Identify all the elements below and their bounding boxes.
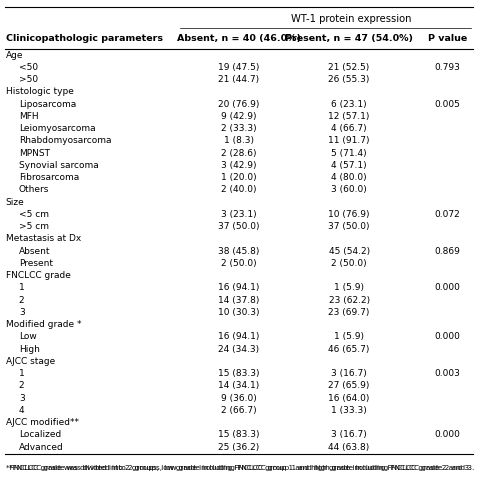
Text: Advanced: Advanced <box>19 443 64 452</box>
Text: 14 (34.1): 14 (34.1) <box>218 381 260 390</box>
Text: 38 (45.8): 38 (45.8) <box>218 247 260 256</box>
Text: FNCLCC grade: FNCLCC grade <box>6 271 71 280</box>
Text: 21 (52.5): 21 (52.5) <box>328 63 369 72</box>
Text: 2 (33.3): 2 (33.3) <box>221 124 257 133</box>
Text: 3 (16.7): 3 (16.7) <box>331 369 367 378</box>
Text: 2 (40.0): 2 (40.0) <box>221 185 257 195</box>
Text: 15 (83.3): 15 (83.3) <box>218 369 260 378</box>
Text: Liposarcoma: Liposarcoma <box>19 100 76 109</box>
Text: 0.000: 0.000 <box>435 284 460 292</box>
Text: 10 (76.9): 10 (76.9) <box>328 210 370 219</box>
Text: 23 (62.2): 23 (62.2) <box>328 296 369 305</box>
Text: Low: Low <box>19 332 37 341</box>
Text: Present: Present <box>19 259 53 268</box>
Text: 3: 3 <box>19 394 24 403</box>
Text: Metastasis at Dx: Metastasis at Dx <box>6 235 81 244</box>
Text: 1 (33.3): 1 (33.3) <box>331 406 367 415</box>
Text: 10 (30.3): 10 (30.3) <box>218 308 260 317</box>
Text: Clinicopathologic parameters: Clinicopathologic parameters <box>6 34 163 43</box>
Text: 3 (42.9): 3 (42.9) <box>221 161 257 170</box>
Text: 11 (91.7): 11 (91.7) <box>328 136 370 146</box>
Text: 4: 4 <box>19 406 24 415</box>
Text: 0.000: 0.000 <box>435 332 460 341</box>
Text: 19 (47.5): 19 (47.5) <box>218 63 260 72</box>
Text: Leiomyosarcoma: Leiomyosarcoma <box>19 124 96 133</box>
Text: Rhabdomyosarcoma: Rhabdomyosarcoma <box>19 136 111 146</box>
Text: *FNCLCC grade was divided into 2 groups, low grade including FNCLCC group 1 and : *FNCLCC grade was divided into 2 groups,… <box>6 465 471 471</box>
Text: 1: 1 <box>19 369 24 378</box>
Text: Absent: Absent <box>19 247 50 256</box>
Text: 3 (16.7): 3 (16.7) <box>331 430 367 440</box>
Text: 2 (28.6): 2 (28.6) <box>221 149 257 158</box>
Text: 3 (23.1): 3 (23.1) <box>221 210 257 219</box>
Text: 4 (57.1): 4 (57.1) <box>331 161 367 170</box>
Text: 0.003: 0.003 <box>435 369 460 378</box>
Text: 23 (69.7): 23 (69.7) <box>328 308 370 317</box>
Text: Localized: Localized <box>19 430 61 440</box>
Text: 9 (42.9): 9 (42.9) <box>221 112 257 121</box>
Text: 2: 2 <box>19 296 24 305</box>
Text: 21 (44.7): 21 (44.7) <box>218 75 260 84</box>
Text: 46 (65.7): 46 (65.7) <box>328 345 370 354</box>
Text: AJCC stage: AJCC stage <box>6 357 55 366</box>
Text: 15 (83.3): 15 (83.3) <box>218 430 260 440</box>
Text: 20 (76.9): 20 (76.9) <box>218 100 260 109</box>
Text: 2 (50.0): 2 (50.0) <box>221 259 257 268</box>
Text: 25 (36.2): 25 (36.2) <box>218 443 260 452</box>
Text: 2 (50.0): 2 (50.0) <box>331 259 367 268</box>
Text: 0.869: 0.869 <box>435 247 460 256</box>
Text: 9 (36.0): 9 (36.0) <box>221 394 257 403</box>
Text: 24 (34.3): 24 (34.3) <box>218 345 260 354</box>
Text: 2 (66.7): 2 (66.7) <box>221 406 257 415</box>
Text: High: High <box>19 345 40 354</box>
Text: 14 (37.8): 14 (37.8) <box>218 296 260 305</box>
Text: Modified grade *: Modified grade * <box>6 320 81 329</box>
Text: 0.793: 0.793 <box>435 63 460 72</box>
Text: 6 (23.1): 6 (23.1) <box>331 100 367 109</box>
Text: Age: Age <box>6 51 23 60</box>
Text: AJCC modified**: AJCC modified** <box>6 418 79 427</box>
Text: 1: 1 <box>19 284 24 292</box>
Text: P value: P value <box>428 34 467 43</box>
Text: Others: Others <box>19 185 49 195</box>
Text: 26 (55.3): 26 (55.3) <box>328 75 370 84</box>
Text: 1 (8.3): 1 (8.3) <box>224 136 254 146</box>
Text: WT-1 protein expression: WT-1 protein expression <box>291 14 412 25</box>
Text: 0.000: 0.000 <box>435 430 460 440</box>
Text: Size: Size <box>6 198 24 207</box>
Text: Histologic type: Histologic type <box>6 87 74 96</box>
Text: 12 (57.1): 12 (57.1) <box>328 112 370 121</box>
Text: 1 (20.0): 1 (20.0) <box>221 173 257 182</box>
Text: 3: 3 <box>19 308 24 317</box>
Text: 4 (66.7): 4 (66.7) <box>331 124 367 133</box>
Text: 4 (80.0): 4 (80.0) <box>331 173 367 182</box>
Text: <5 cm: <5 cm <box>19 210 49 219</box>
Text: 16 (94.1): 16 (94.1) <box>218 284 260 292</box>
Text: >5 cm: >5 cm <box>19 222 49 231</box>
Text: 45 (54.2): 45 (54.2) <box>328 247 369 256</box>
Text: 37 (50.0): 37 (50.0) <box>328 222 370 231</box>
Text: 16 (64.0): 16 (64.0) <box>328 394 370 403</box>
Text: 1 (5.9): 1 (5.9) <box>334 284 364 292</box>
Text: 0.072: 0.072 <box>435 210 460 219</box>
Text: 1 (5.9): 1 (5.9) <box>334 332 364 341</box>
Text: 0.005: 0.005 <box>435 100 460 109</box>
Text: Fibrosarcoma: Fibrosarcoma <box>19 173 79 182</box>
Text: 5 (71.4): 5 (71.4) <box>331 149 367 158</box>
Text: MPNST: MPNST <box>19 149 50 158</box>
Text: 2: 2 <box>19 381 24 390</box>
Text: 3 (60.0): 3 (60.0) <box>331 185 367 195</box>
Text: 16 (94.1): 16 (94.1) <box>218 332 260 341</box>
Text: 27 (65.9): 27 (65.9) <box>328 381 370 390</box>
Text: Synovial sarcoma: Synovial sarcoma <box>19 161 98 170</box>
Text: Present, n = 47 (54.0%): Present, n = 47 (54.0%) <box>285 34 413 43</box>
Text: *FNCLCC grade was divided into 2 groups, low grade including FNCLCC group 1 and : *FNCLCC grade was divided into 2 groups,… <box>10 465 475 471</box>
Text: MFH: MFH <box>19 112 38 121</box>
Text: 37 (50.0): 37 (50.0) <box>218 222 260 231</box>
Text: <50: <50 <box>19 63 38 72</box>
Text: >50: >50 <box>19 75 38 84</box>
Text: Absent, n = 40 (46.0%): Absent, n = 40 (46.0%) <box>177 34 301 43</box>
Text: 44 (63.8): 44 (63.8) <box>328 443 369 452</box>
